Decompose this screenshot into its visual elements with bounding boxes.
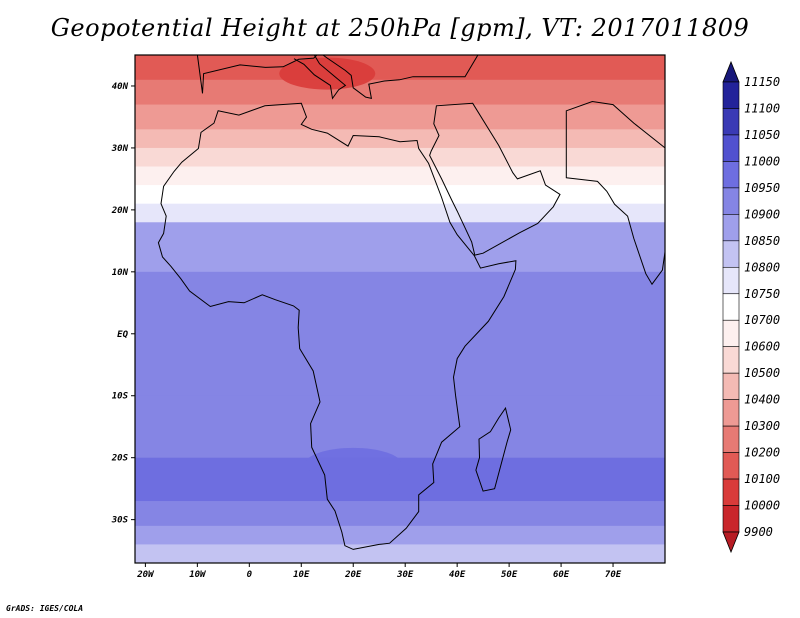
coastline [196, 55, 479, 100]
height-feature [305, 447, 402, 480]
height-band [135, 222, 665, 273]
coastline [429, 102, 561, 256]
x-tick-label: 20E [344, 570, 362, 580]
colorbar-label: 11050 [744, 128, 780, 142]
colorbar-box [722, 452, 740, 480]
colorbar: 9900 10000 10100 10200 10300 10400 10500 10600 1… [722, 60, 780, 554]
height-band [135, 55, 665, 81]
height-band [135, 271, 665, 397]
colorbar-box [722, 81, 740, 109]
plot-frame [134, 54, 666, 564]
colorbar-label: 10400 [744, 393, 780, 407]
colorbar-box [722, 319, 740, 348]
x-tick-label: 70E [605, 570, 622, 580]
colorbar-label: 10200 [744, 446, 780, 460]
x-tick-label: 10W [189, 570, 207, 580]
x-tick-label: 40E [449, 570, 466, 580]
colorbar-min-arrow [722, 531, 740, 554]
height-band [135, 544, 665, 563]
colorbar-box [722, 214, 740, 242]
y-tick-label: 30N [111, 144, 129, 154]
colorbar-label: 10850 [744, 234, 780, 248]
x-tick-label: 20W [136, 570, 155, 580]
height-band [135, 166, 665, 186]
colorbar-box [722, 399, 740, 427]
colorbar-box [722, 134, 740, 162]
colorbar-label: 10000 [744, 499, 780, 513]
colorbar-box [722, 266, 740, 295]
coastline [157, 102, 517, 550]
x-tick-label: 30E [396, 570, 414, 580]
colorbar-label: 9900 [744, 525, 773, 539]
height-band [135, 185, 665, 205]
colorbar-label: 11150 [744, 75, 780, 89]
y-tick-label: 30S [111, 516, 129, 526]
height-field [135, 55, 665, 563]
y-tick-label: 40N [112, 82, 129, 92]
y-tick-label: 20N [111, 206, 129, 216]
x-tick-label: 60E [553, 570, 570, 580]
colorbar-box [722, 372, 740, 400]
height-feature [279, 57, 376, 90]
colorbar-box [722, 505, 740, 533]
height-band [135, 104, 665, 130]
colorbar-label: 10750 [744, 287, 780, 301]
colorbar-box [722, 346, 740, 374]
height-band [135, 147, 665, 168]
height-band [135, 525, 665, 545]
x-tick-label: 10E [293, 570, 310, 580]
colorbar-label: 10950 [744, 181, 780, 195]
colorbar-label: 10700 [744, 313, 780, 327]
height-band [135, 79, 665, 106]
colorbar-box [722, 425, 740, 453]
x-tick-label: 50E [501, 570, 518, 580]
y-tick-label: 10S [112, 392, 129, 402]
colorbar-label: 10900 [744, 207, 780, 221]
colorbar-label: 11100 [744, 101, 780, 115]
height-band [135, 203, 665, 223]
colorbar-label: 10100 [744, 472, 780, 486]
coastline [565, 100, 665, 286]
coastline [475, 406, 512, 492]
colorbar-max-arrow [722, 60, 740, 83]
height-band [135, 501, 665, 527]
colorbar-box [722, 161, 740, 189]
axes: 20W 10W 0 10E 20E 30E 40E 50E 60E 70E 40N 30N 20N 10N… [111, 82, 622, 580]
height-band [135, 395, 665, 459]
coastlines [157, 55, 665, 550]
y-tick-label: EQ [117, 330, 128, 340]
height-band [135, 129, 665, 149]
colorbar-label: 10300 [744, 419, 780, 433]
grads-credit: GrADS: IGES/COLA [6, 604, 84, 613]
y-tick-label: 10N [112, 268, 129, 278]
colorbar-label: 10800 [744, 260, 780, 274]
y-tick-label: 20S [111, 454, 129, 464]
colorbar-box [722, 187, 740, 215]
colorbar-label: 10600 [744, 340, 780, 354]
colorbar-box [722, 240, 740, 268]
x-tick-label: 0 [247, 570, 253, 580]
chart-title: Geopotential Height at 250hPa [gpm], VT:… [50, 14, 750, 42]
colorbar-label: 10500 [744, 366, 780, 380]
colorbar-label: 11000 [744, 154, 780, 168]
colorbar-box [722, 478, 740, 506]
colorbar-box [722, 293, 740, 321]
coastline [293, 55, 347, 100]
colorbar-box [722, 108, 740, 136]
